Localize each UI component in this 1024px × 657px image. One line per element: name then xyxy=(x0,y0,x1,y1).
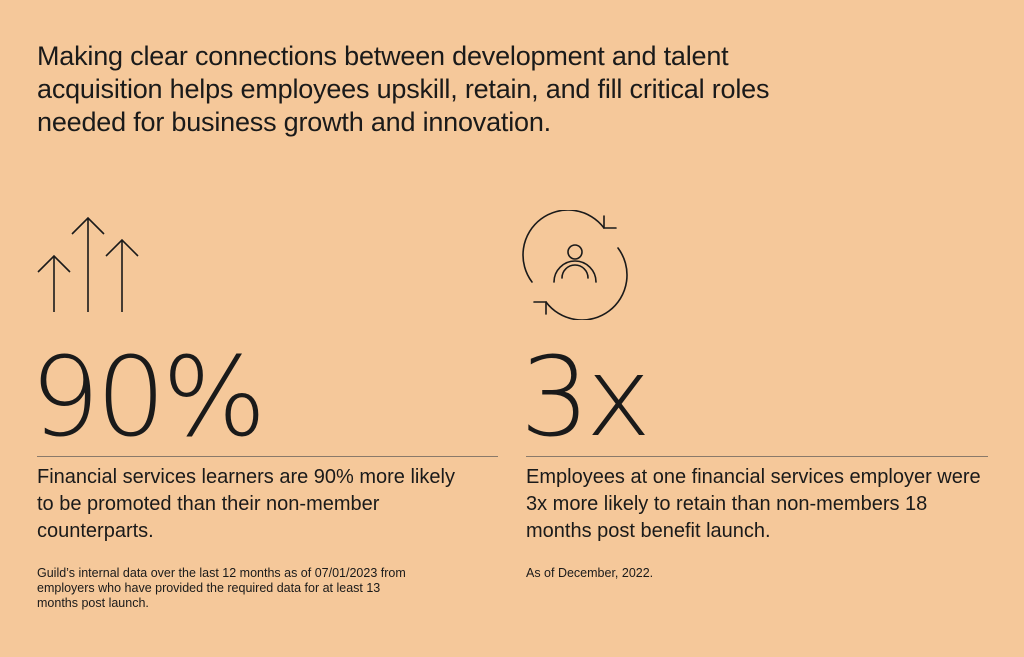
stat-multiplier: 3x xyxy=(520,333,651,461)
upward-arrows-icon xyxy=(35,216,145,316)
person-cycle-icon xyxy=(520,210,630,320)
stat-percentage: 90% xyxy=(30,333,266,461)
retention-description: Employees at one financial services empl… xyxy=(526,466,981,542)
headline: Making clear connections between develop… xyxy=(37,41,770,137)
promotion-footnote: Guild’s internal data over the last 12 m… xyxy=(37,566,406,610)
divider-left xyxy=(37,456,498,457)
promotion-description: Financial services learners are 90% more… xyxy=(37,466,455,542)
retention-footnote: As of December, 2022. xyxy=(526,566,654,580)
divider-right xyxy=(526,456,988,457)
